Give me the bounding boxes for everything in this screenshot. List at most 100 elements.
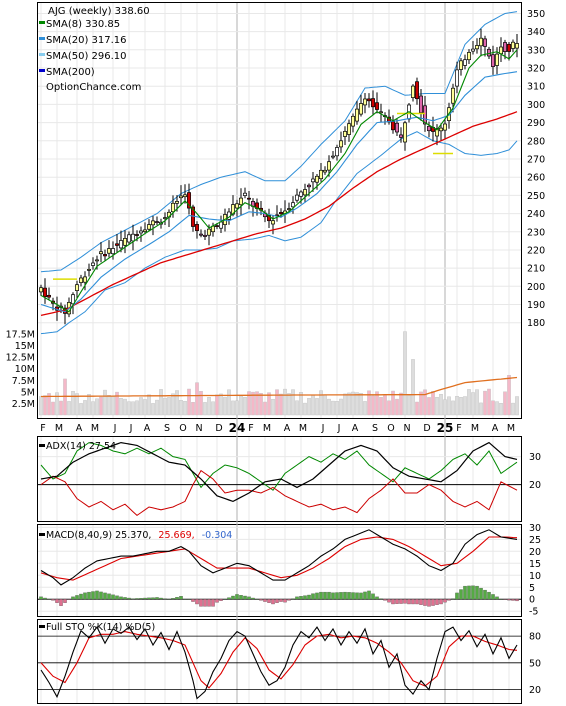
volume-bar: [51, 401, 55, 416]
price-tick-label: 230: [527, 227, 545, 238]
volume-bar: [103, 389, 107, 416]
adx-line: [40, 441, 518, 503]
x-axis-label: A: [492, 423, 499, 434]
volume-bar: [323, 394, 327, 416]
volume-bar: [415, 401, 419, 416]
bollinger-upper-line: [40, 11, 518, 273]
volume-bar: [183, 401, 187, 416]
price-tick-label: 270: [527, 155, 545, 166]
volume-bar: [179, 400, 183, 416]
candle-body: [379, 111, 383, 114]
volume-bar: [111, 395, 115, 416]
macd-tick-label: 30: [529, 523, 541, 534]
volume-bar: [239, 395, 243, 416]
x-axis-label: F: [40, 423, 45, 434]
macd-histogram-bar: [431, 599, 435, 606]
candle-body: [455, 69, 459, 87]
volume-bar: [407, 395, 411, 416]
price-tick-label: 320: [527, 64, 545, 75]
volume-bar: [399, 392, 403, 416]
macd-histogram-bar: [219, 599, 223, 601]
macd-histogram-bar: [95, 590, 99, 600]
volume-bar: [263, 401, 267, 416]
volume-bar: [163, 397, 167, 416]
macd-histogram-bar: [67, 599, 71, 600]
macd-histogram-bar: [515, 599, 519, 602]
volume-bar: [71, 391, 75, 416]
macd-histogram-bar: [363, 591, 367, 600]
volume-bar: [267, 392, 271, 416]
macd-histogram-bar: [347, 592, 351, 600]
volume-bar: [219, 393, 223, 416]
price-tick-label: 260: [527, 173, 545, 184]
price-tick-label: 240: [527, 209, 545, 220]
macd-histogram-bar: [399, 599, 403, 604]
macd-histogram-bar: [375, 596, 379, 600]
macd-histogram-bar: [455, 592, 459, 600]
x-axis-label: A: [352, 423, 359, 434]
volume-tick-label: 12.5M: [6, 353, 35, 364]
sma8-line: [40, 49, 518, 313]
candle-body: [123, 238, 127, 246]
volume-bar: [483, 390, 487, 416]
volume-bar: [315, 398, 319, 416]
candle-body: [479, 37, 483, 47]
candle-body: [375, 102, 379, 110]
volume-bar: [343, 393, 347, 416]
volume-bar: [211, 401, 215, 416]
macd-histogram-bar: [247, 596, 251, 600]
macd-histogram-bar: [279, 599, 283, 602]
macd-histogram-bar: [315, 592, 319, 600]
sto-tick-label: 80: [529, 632, 541, 643]
macd-histogram-bar: [423, 599, 427, 606]
macd-histogram-bar: [231, 595, 235, 600]
legend-swatch-sma20: [39, 37, 45, 40]
macd-title: MACD(8,40,9) 25.370, 25.669, -0.304: [46, 530, 232, 541]
candle-body: [131, 233, 135, 242]
x-axis-label: J: [129, 423, 133, 434]
macd-histogram-bar: [131, 598, 135, 600]
macd-histogram-bar: [243, 595, 247, 600]
volume-bar: [119, 398, 123, 416]
macd-histogram-bar: [511, 599, 515, 601]
x-axis-label: S: [164, 423, 170, 434]
volume-bar: [135, 400, 139, 416]
x-axis-label: M: [471, 423, 479, 434]
macd-histogram-bar: [155, 597, 159, 600]
macd-histogram-bar: [195, 599, 199, 605]
candle-body: [371, 98, 375, 108]
macd-histogram-bar: [351, 592, 355, 600]
legend-sma200: SMA(200): [46, 67, 95, 78]
candle-body: [299, 191, 303, 197]
candle-body: [303, 189, 307, 196]
candle-body: [111, 248, 115, 255]
macd-histogram-bar: [163, 598, 167, 600]
macd-histogram-bar: [331, 592, 335, 600]
macd-histogram-bar: [215, 599, 219, 603]
volume-bar: [247, 391, 251, 416]
macd-histogram-bar: [395, 599, 399, 604]
candle-body: [471, 48, 475, 52]
price-tick-label: 330: [527, 45, 545, 56]
volume-bar: [339, 398, 343, 416]
volume-bar: [259, 393, 263, 416]
macd-histogram-bar: [335, 592, 339, 600]
x-axis-label: O: [179, 423, 186, 434]
volume-bar: [443, 399, 447, 416]
volume-bar: [151, 403, 155, 416]
macd-histogram-bar: [115, 595, 119, 600]
candle-body: [119, 240, 123, 249]
volume-bar: [199, 391, 203, 416]
volume-bar: [467, 389, 471, 416]
macd-histogram-bar: [411, 599, 415, 605]
candle-body: [487, 48, 491, 57]
candle-body: [175, 201, 179, 204]
macd-histogram-bar: [407, 599, 411, 605]
candle-body: [95, 259, 99, 262]
macd-histogram-bar: [355, 592, 359, 600]
price-tick-label: 250: [527, 191, 545, 202]
volume-bar: [167, 397, 171, 416]
volume-bar: [423, 389, 427, 416]
candle-body: [311, 178, 315, 183]
